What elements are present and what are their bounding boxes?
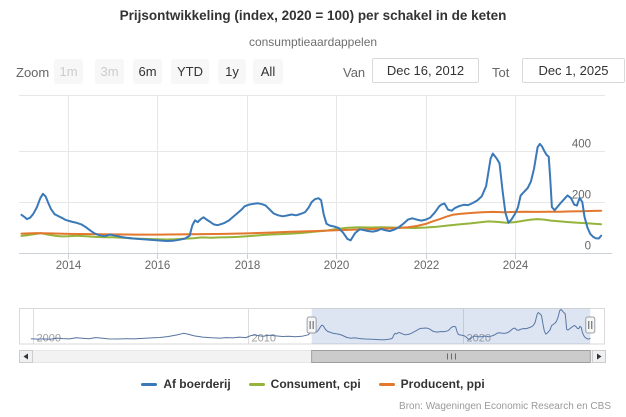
navigator-handle-grip-icon xyxy=(306,316,317,334)
series-af-boerderij xyxy=(20,142,603,242)
legend-item-label: Af boerderij xyxy=(163,377,231,391)
main-plot: 2014 2016 2018 2020 2022 2024 0 200 400 xyxy=(19,95,612,272)
x-axis-label: 2020 xyxy=(324,260,350,272)
navigator-axis-label: 2000 xyxy=(37,333,61,345)
navigator-handle-left[interactable] xyxy=(306,316,317,334)
credits: Bron: Wageningen Economic Research en CB… xyxy=(399,401,611,412)
legend-swatch-icon xyxy=(141,382,158,386)
legend-item-label: Consument, cpi xyxy=(270,377,361,391)
plot-area[interactable] xyxy=(19,95,605,253)
y-axis-label: 0 xyxy=(585,241,591,253)
to-label: Tot xyxy=(492,65,510,80)
x-axis-label: 2022 xyxy=(414,260,440,272)
to-date-input[interactable] xyxy=(522,58,625,83)
x-axis-label: 2024 xyxy=(503,260,529,272)
y-axis-label: 400 xyxy=(572,139,591,151)
navigator-series xyxy=(30,309,591,341)
zoom-button-1m: 1m xyxy=(54,59,83,84)
series-producent-ppi xyxy=(20,209,603,236)
chart-title: Prijsontwikkeling (index, 2020 = 100) pe… xyxy=(119,8,507,23)
from-date-input[interactable] xyxy=(372,58,479,83)
from-label: Van xyxy=(343,65,366,80)
navigator-axis-label: 2010 xyxy=(252,333,276,345)
zoom-button-6m[interactable]: 6m xyxy=(133,59,162,84)
scrollbar xyxy=(19,350,606,363)
legend-swatch-icon xyxy=(378,382,395,386)
navigator-handle-right[interactable] xyxy=(585,316,596,334)
legend-item-label: Producent, ppi xyxy=(400,377,485,391)
left-arrow-icon xyxy=(23,353,28,360)
x-axis-label: 2014 xyxy=(56,260,82,272)
x-axis-label: 2018 xyxy=(235,260,261,272)
navigator-handle-grip-icon xyxy=(585,316,596,334)
x-axis-label: 2016 xyxy=(145,260,171,272)
chart-subtitle: consumptieaardappelen xyxy=(248,35,378,49)
legend-item-consument-cpi[interactable]: Consument, cpi xyxy=(248,377,361,391)
zoom-button-all[interactable]: All xyxy=(253,59,283,84)
navigator: 2000 2010 2020 xyxy=(19,308,605,345)
zoom-button-3m: 3m xyxy=(95,59,124,84)
series-consument-cpi xyxy=(20,218,603,241)
navigator-axis-label: 2020 xyxy=(467,333,491,345)
navigator-outline xyxy=(19,308,605,345)
navigator-selection[interactable] xyxy=(311,308,591,345)
y-axis-label: 200 xyxy=(572,190,591,202)
legend-item-producent-ppi[interactable]: Producent, ppi xyxy=(378,377,485,391)
zoom-label: Zoom xyxy=(16,65,50,80)
zoom-button-ytd[interactable]: YTD xyxy=(171,59,209,84)
legend: Af boerderij Consument, cpi Producent, ppi xyxy=(0,377,626,391)
zoom-button-1y[interactable]: 1y xyxy=(218,59,246,84)
legend-swatch-icon xyxy=(248,382,265,386)
legend-item-af-boerderij[interactable]: Af boerderij xyxy=(141,377,231,391)
right-arrow-icon xyxy=(597,353,602,360)
